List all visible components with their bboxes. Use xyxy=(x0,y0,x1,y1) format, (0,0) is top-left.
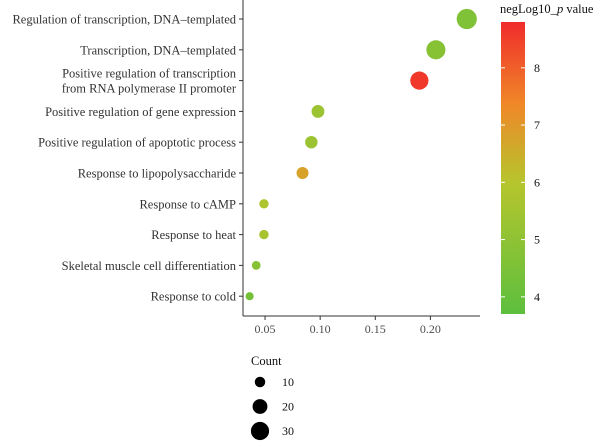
category-label-line: Skeletal muscle cell differentiation xyxy=(62,259,237,273)
category-label: Transcription, DNA–templated xyxy=(80,43,237,57)
color-legend-title-prefix: negLog10_ xyxy=(500,2,558,16)
size-legend-dot xyxy=(252,399,268,414)
y-axis-category-labels: Regulation of transcription, DNA–templat… xyxy=(12,13,236,304)
data-point xyxy=(259,199,269,209)
category-label: Response to lipopolysaccharide xyxy=(78,167,237,181)
category-label: Positive regulation of transcription from… xyxy=(62,67,237,96)
color-legend-title-suffix: value xyxy=(563,2,594,16)
data-point xyxy=(410,71,429,90)
color-legend-label: 6 xyxy=(534,175,540,189)
x-tick-label: 0.20 xyxy=(420,322,441,336)
size-legend-items: 10 20 30 xyxy=(250,375,294,441)
color-legend-title: negLog10_p value xyxy=(500,2,594,16)
size-legend: Count 10 20 30 xyxy=(250,354,294,441)
size-legend-dot xyxy=(254,376,266,388)
color-legend: negLog10_p value 4 5 6 7 8 xyxy=(500,2,594,314)
color-legend-label: 4 xyxy=(534,290,540,304)
size-legend-label: 20 xyxy=(282,400,294,414)
category-label-line: from RNA polymerase II promoter xyxy=(62,82,237,96)
data-point xyxy=(426,40,446,60)
color-legend-title-italic: p xyxy=(556,2,563,16)
category-label-line: Positive regulation of apoptotic process xyxy=(38,136,236,150)
x-tick-label: 0.05 xyxy=(255,322,276,336)
data-point xyxy=(245,292,254,301)
color-legend-label: 5 xyxy=(534,233,540,247)
color-legend-bar xyxy=(501,22,525,314)
size-legend-dot xyxy=(250,421,270,441)
category-label: Regulation of transcription, DNA–templat… xyxy=(12,13,236,27)
data-point xyxy=(456,8,477,30)
color-legend-ticks: 4 5 6 7 8 xyxy=(501,61,540,304)
size-legend-label: 30 xyxy=(282,424,294,438)
category-label: Response to heat xyxy=(151,228,236,242)
category-label-line: Regulation of transcription, DNA–templat… xyxy=(12,13,236,27)
category-label-line: Positive regulation of gene expression xyxy=(45,105,237,119)
category-label-line: Response to heat xyxy=(151,228,236,242)
category-label: Response to cold xyxy=(151,290,237,304)
x-tick-label: 0.10 xyxy=(310,322,331,336)
category-label-line: Positive regulation of transcription xyxy=(62,67,237,81)
color-legend-label: 8 xyxy=(534,61,540,75)
category-label-line: Response to cAMP xyxy=(139,197,236,211)
category-label: Positive regulation of gene expression xyxy=(45,105,237,119)
data-point xyxy=(259,229,269,240)
x-tick-label: 0.15 xyxy=(365,322,386,336)
size-legend-label: 10 xyxy=(282,375,294,389)
category-label: Positive regulation of apoptotic process xyxy=(38,136,236,150)
data-points xyxy=(245,8,477,301)
axes xyxy=(239,0,480,317)
data-point xyxy=(296,167,309,179)
size-legend-title: Count xyxy=(251,354,282,368)
category-label: Response to cAMP xyxy=(139,197,236,211)
category-label: Skeletal muscle cell differentiation xyxy=(62,259,237,273)
category-label-line: Response to lipopolysaccharide xyxy=(78,167,237,181)
data-point xyxy=(305,135,318,149)
data-point xyxy=(311,104,325,118)
x-axis-ticks: 0.05 0.10 0.15 0.20 xyxy=(255,316,441,336)
data-point xyxy=(251,261,261,270)
category-label-line: Response to cold xyxy=(151,290,237,304)
color-legend-label: 7 xyxy=(534,118,540,132)
category-label-line: Transcription, DNA–templated xyxy=(80,43,237,57)
